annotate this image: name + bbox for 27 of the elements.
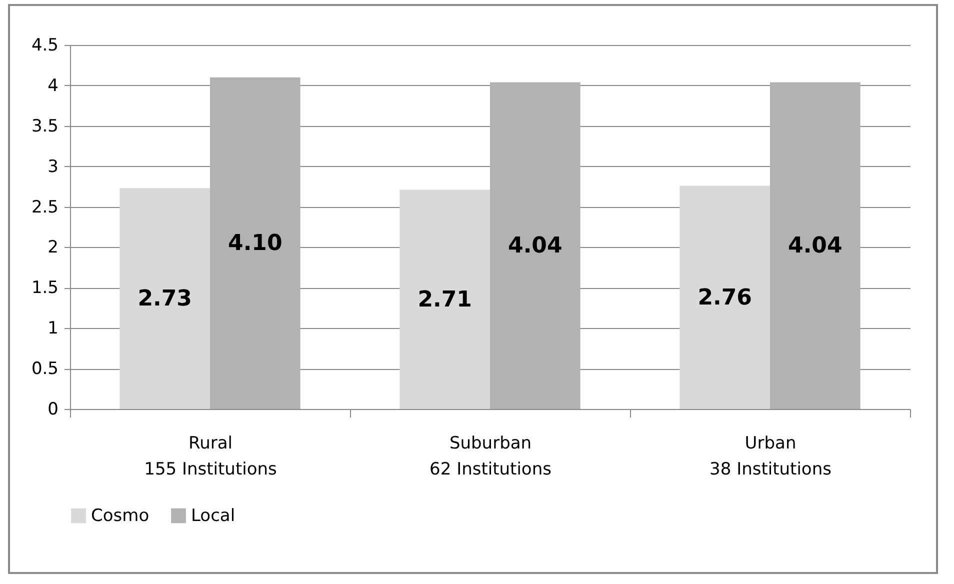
y-tick-label: 0.5 — [31, 359, 58, 380]
y-tick-label: 3 — [48, 156, 58, 177]
data-label: 4.04 — [788, 234, 842, 259]
x-tick-label: Urban 38 Institutions — [710, 434, 832, 480]
y-tick-label: 3.5 — [31, 116, 58, 136]
data-label: 2.71 — [418, 287, 472, 312]
bar — [680, 186, 770, 409]
data-label: 4.04 — [508, 234, 562, 259]
y-tick-label: 1 — [48, 318, 58, 339]
y-tick-label: 4 — [48, 76, 58, 96]
data-label: 4.10 — [228, 231, 282, 256]
y-tick-label: 2 — [48, 238, 58, 258]
bar — [400, 190, 490, 409]
x-tick-label: Suburban 62 Institutions — [430, 434, 552, 480]
y-tick-label: 0 — [48, 400, 58, 420]
y-tick-label: 2.5 — [31, 197, 58, 218]
y-tick-label: 1.5 — [31, 278, 58, 298]
data-label: 2.73 — [138, 286, 192, 312]
bar — [210, 77, 300, 409]
data-label: 2.76 — [698, 285, 752, 310]
y-tick-label: 4.5 — [31, 36, 58, 56]
legend-label: Cosmo — [91, 506, 150, 526]
legend-label: Local — [191, 506, 236, 526]
x-tick-label: Rural 155 Institutions — [144, 434, 278, 480]
bar — [490, 82, 580, 409]
bar — [120, 188, 210, 409]
bar — [770, 82, 860, 409]
